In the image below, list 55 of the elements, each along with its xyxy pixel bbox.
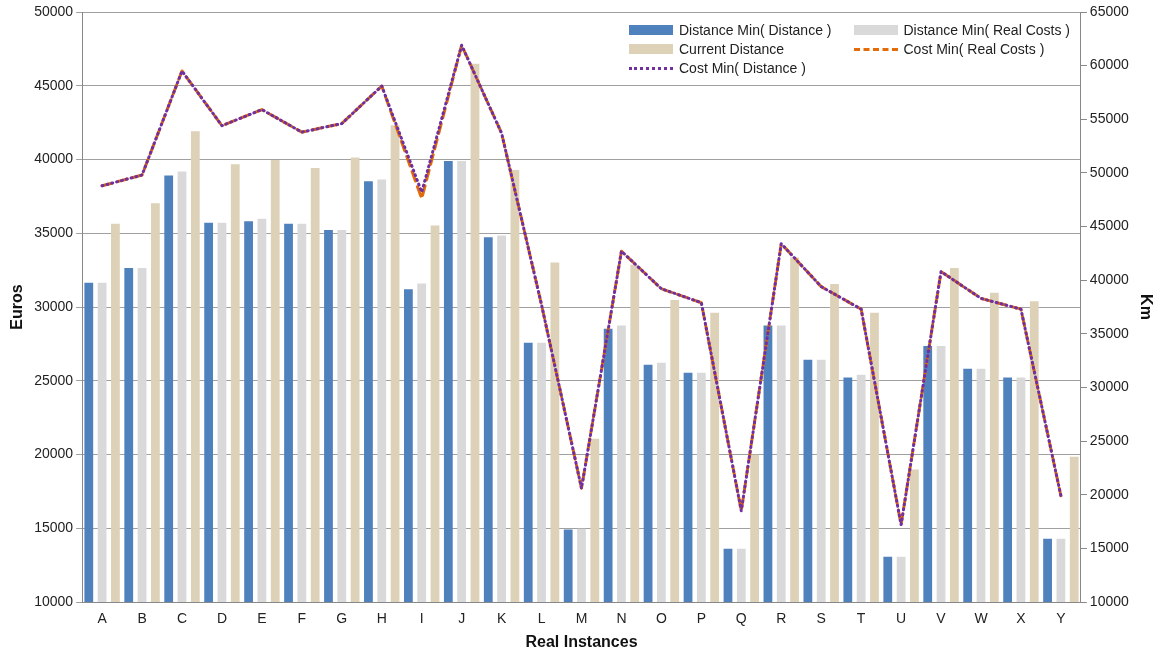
y-tick-label: 45000 [34,76,74,93]
x-tick-label: W [974,610,989,627]
y-tick-label: 35000 [34,224,74,241]
y2-tick-label: 20000 [1089,485,1130,502]
y-tick-label: 20000 [34,445,74,462]
y2-tick-label: 25000 [1089,431,1130,448]
x-tick-label: I [419,610,424,627]
x-axis-title: Real Instances [525,632,638,650]
x-tick-label: L [537,610,546,627]
x-tick-label: T [856,610,866,627]
y-tick-label: 50000 [34,2,74,19]
y2-tick-label: 65000 [1089,2,1130,19]
y2-tick-label: 35000 [1089,324,1130,341]
y2-axis-title: Km [1137,294,1155,320]
y-tick-label: 30000 [34,297,74,314]
legend-label: Distance Min( Real Costs ) [903,22,1070,38]
y2-tick-label: 45000 [1089,217,1130,234]
x-tick-label: F [297,610,307,627]
x-tick-label: D [216,610,228,627]
x-tick-label: O [655,610,667,627]
y-tick-label: 25000 [34,371,74,388]
legend-label: Cost Min( Real Costs ) [903,41,1045,57]
y2-tick-label: 55000 [1089,110,1130,127]
y-tick-label: 15000 [34,519,74,536]
y2-tick-label: 40000 [1089,271,1130,288]
x-tick-label: C [176,610,188,627]
x-tick-label: B [137,610,147,627]
x-tick-label: E [257,610,267,627]
y2-tick-label: 15000 [1089,539,1130,556]
x-tick-label: V [936,610,947,627]
legend-label: Distance Min( Distance ) [679,22,832,38]
x-tick-label: S [816,610,826,627]
y2-tick-label: 60000 [1089,56,1130,73]
y2-tick-label: 50000 [1089,163,1130,180]
x-tick-label: M [575,610,588,627]
x-tick-label: X [1016,610,1027,627]
x-tick-label: H [376,610,387,627]
legend-label: Current Distance [679,41,785,57]
y2-tick-label: 30000 [1089,378,1130,395]
x-tick-label: Y [1056,610,1067,627]
y2-tick-label: 10000 [1089,592,1130,609]
x-tick-label: U [896,610,907,627]
x-tick-label: G [336,610,348,627]
y-tick-label: 10000 [34,592,74,609]
line-series [100,43,1063,527]
x-tick-label: A [97,610,108,627]
legend-label: Cost Min( Distance ) [679,60,806,76]
y-tick-label: 40000 [34,150,74,167]
x-tick-label: J [458,610,466,627]
x-tick-label: R [776,610,787,627]
x-tick-label: Q [735,610,747,627]
x-tick-label: N [616,610,627,627]
y-axis-title: Euros [8,284,26,330]
x-tick-label: P [696,610,707,627]
x-tick-label: K [496,610,507,627]
